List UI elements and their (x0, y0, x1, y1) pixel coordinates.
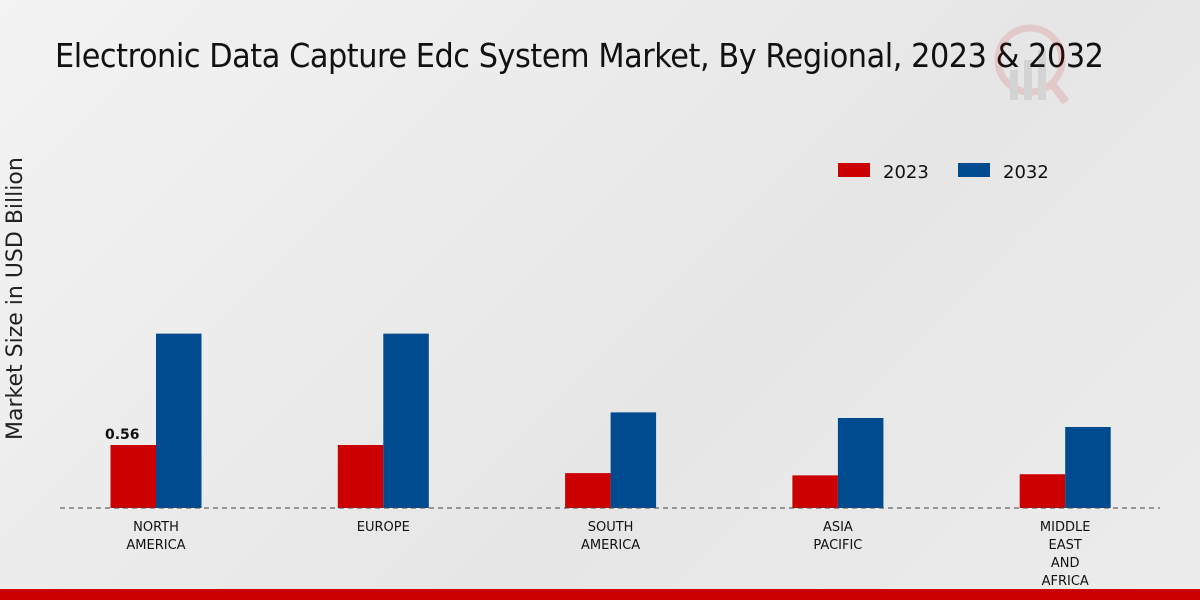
bar-2032-0 (156, 333, 202, 508)
x-tick-label: ASIA PACIFIC (813, 520, 862, 553)
footer-bar (0, 589, 1200, 600)
legend-swatch-2023 (838, 163, 870, 177)
bar-2023-1 (337, 445, 384, 508)
x-tick-label: SOUTH AMERICA (581, 520, 640, 553)
data-label: 0.56 (105, 427, 140, 443)
bar-2032-2 (610, 412, 657, 508)
bar-2023-4 (1019, 474, 1066, 508)
x-tick-label: NORTH AMERICA (126, 520, 185, 553)
bar-2023-0 (110, 445, 156, 508)
watermark-logo (994, 24, 1070, 105)
bar-2032-3 (837, 418, 884, 508)
bar-2032-1 (383, 333, 429, 508)
bar-2032-4 (1065, 427, 1111, 508)
bar-2023-2 (565, 473, 611, 508)
legend-label-2032: 2032 (1003, 162, 1049, 183)
x-tick-label: MIDDLE EAST AND AFRICA (1040, 520, 1091, 589)
legend-label-2023: 2023 (883, 162, 929, 183)
chart-title: Electronic Data Capture Edc System Marke… (55, 36, 1104, 75)
legend-swatch-2032 (958, 163, 990, 177)
x-tick-label: EUROPE (357, 520, 410, 535)
bar-2023-3 (792, 475, 838, 508)
